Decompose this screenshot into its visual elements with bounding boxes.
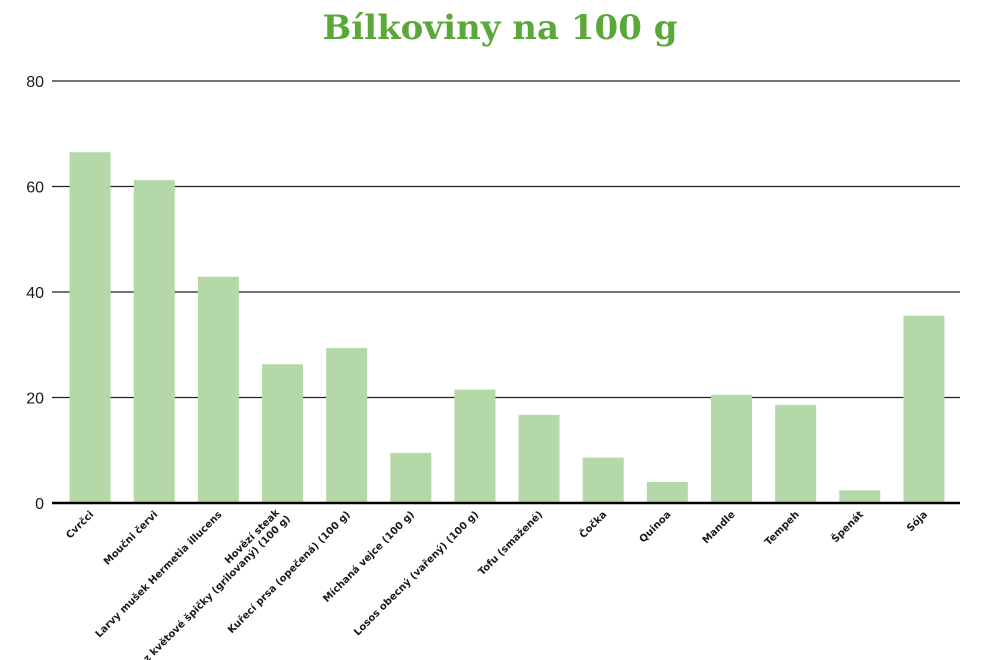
bar <box>903 315 945 503</box>
bar <box>518 414 560 503</box>
category-label: Tempeh <box>763 509 802 548</box>
y-axis-tick-labels: 0 20 40 60 80 <box>26 74 44 513</box>
category-label: Čočka <box>576 508 609 541</box>
bar <box>133 180 175 504</box>
y-tick-label: 20 <box>26 391 44 408</box>
y-tick-label: 40 <box>26 285 44 302</box>
y-tick-label: 0 <box>35 496 44 513</box>
bars <box>69 152 945 504</box>
category-label: Quinoa <box>638 509 674 545</box>
category-label: Špenát <box>829 508 866 545</box>
category-label: Tofu (smažené) <box>476 509 545 578</box>
bar <box>454 389 496 503</box>
category-label: Sója <box>904 509 930 535</box>
bar <box>711 394 752 503</box>
bar <box>390 452 432 503</box>
bar <box>326 347 368 503</box>
category-label: Mandle <box>701 509 738 546</box>
bar <box>69 152 111 503</box>
bar <box>775 404 817 503</box>
category-label: Larvy mušek Hermetia illucens <box>93 509 224 640</box>
bar <box>197 276 239 503</box>
category-label: Moučni červi <box>101 509 160 568</box>
y-tick-label: 80 <box>26 74 44 91</box>
bar <box>839 490 881 503</box>
bar <box>646 481 688 503</box>
category-label: Losos obecný (vařený) (100 g) <box>351 509 481 639</box>
chart-title: Bílkoviny na 100 g <box>322 8 678 48</box>
gridlines <box>52 80 960 399</box>
category-label: Kuřecí prsa (opečená) (100 g) <box>225 509 352 636</box>
bar <box>262 364 303 503</box>
bar <box>582 457 624 503</box>
y-tick-label: 60 <box>26 180 44 197</box>
category-label: Cvrčci <box>64 509 97 542</box>
